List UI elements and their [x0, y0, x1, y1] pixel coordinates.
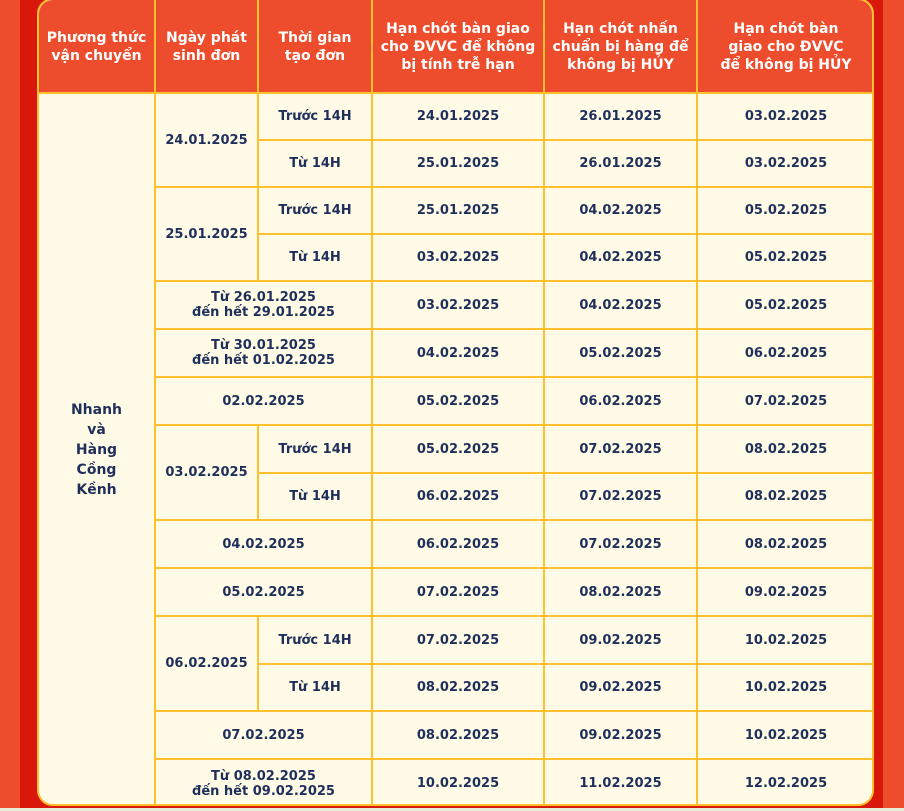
cancel-deadline-cell: 05.02.2025 — [696, 186, 872, 235]
prepare-deadline-cell: 06.02.2025 — [543, 376, 698, 426]
cancel-deadline-cell: 09.02.2025 — [696, 567, 872, 617]
cancel-deadline-cell: 08.02.2025 — [696, 519, 872, 569]
prepare-deadline-cell: 11.02.2025 — [543, 758, 698, 804]
table-row: Từ 26.01.2025 đến hết 29.01.2025 03.02.20… — [39, 280, 872, 330]
order-date-range-cell: Từ 30.01.2025 đến hết 01.02.2025 — [154, 328, 373, 378]
cancel-deadline-cell: 05.02.2025 — [696, 280, 872, 330]
header-late-deadline: Hạn chót bàn giao cho ĐVVC để không bị tín… — [371, 0, 545, 94]
late-deadline-cell: 07.02.2025 — [371, 615, 545, 665]
prepare-deadline-cell: 04.02.2025 — [543, 186, 698, 235]
order-date-range-cell: Từ 08.02.2025 đến hết 09.02.2025 — [154, 758, 373, 804]
late-deadline-cell: 07.02.2025 — [371, 567, 545, 617]
late-deadline-cell: 08.02.2025 — [371, 710, 545, 760]
shipping-deadline-table-container: Phương thức vận chuyển Ngày phát sinh đơn … — [37, 0, 874, 806]
table-row: Nhanh và Hàng Cồng Kềnh 24.01.2025 Trước 14H… — [39, 92, 872, 804]
late-deadline-cell: 04.02.2025 — [371, 328, 545, 378]
header-order-date: Ngày phát sinh đơn — [154, 0, 259, 94]
prepare-deadline-cell: 04.02.2025 — [543, 280, 698, 330]
table-row: 05.02.2025 07.02.2025 08.02.2025 09.02.2… — [39, 567, 872, 617]
table-row: 02.02.2025 05.02.2025 06.02.2025 07.02.2… — [39, 376, 872, 426]
order-time-cell: Trước 14H — [257, 186, 373, 235]
late-deadline-cell: 24.01.2025 — [371, 92, 545, 141]
prepare-deadline-cell: 09.02.2025 — [543, 710, 698, 760]
table-row: 25.01.2025 Trước 14H 25.01.2025 04.02.20… — [39, 186, 872, 282]
shipping-method-cell: Nhanh và Hàng Cồng Kềnh — [39, 92, 156, 804]
cancel-deadline-cell: 05.02.2025 — [696, 233, 872, 282]
prepare-deadline-cell: 09.02.2025 — [543, 615, 698, 665]
order-time-cell: Trước 14H — [257, 92, 373, 141]
late-deadline-cell: 25.01.2025 — [371, 186, 545, 235]
prepare-deadline-cell: 08.02.2025 — [543, 567, 698, 617]
table-row: Từ 08.02.2025 đến hết 09.02.2025 10.02.20… — [39, 758, 872, 804]
table-row: 03.02.2025 Trước 14H 05.02.2025 07.02.20… — [39, 424, 872, 521]
table-row: Từ 14H 08.02.2025 09.02.2025 10.02.2025 — [39, 663, 872, 712]
late-deadline-cell: 03.02.2025 — [371, 233, 545, 282]
late-deadline-cell: 06.02.2025 — [371, 472, 545, 521]
order-time-cell: Từ 14H — [257, 233, 373, 282]
late-deadline-cell: 10.02.2025 — [371, 758, 545, 804]
header-prepare-deadline: Hạn chót nhấn chuẩn bị hàng để không bị HỦ… — [543, 0, 698, 94]
table-row: 07.02.2025 08.02.2025 09.02.2025 10.02.2… — [39, 710, 872, 760]
prepare-deadline-cell: 07.02.2025 — [543, 424, 698, 474]
table-row: Từ 14H 25.01.2025 26.01.2025 03.02.2025 — [39, 139, 872, 188]
cancel-deadline-cell: 03.02.2025 — [696, 92, 872, 141]
late-deadline-cell: 08.02.2025 — [371, 663, 545, 712]
prepare-deadline-cell: 26.01.2025 — [543, 92, 698, 141]
cancel-deadline-cell: 06.02.2025 — [696, 328, 872, 378]
order-time-cell: Từ 14H — [257, 139, 373, 188]
prepare-deadline-cell: 05.02.2025 — [543, 328, 698, 378]
cancel-deadline-cell: 03.02.2025 — [696, 139, 872, 188]
cancel-deadline-cell: 08.02.2025 — [696, 472, 872, 521]
late-deadline-cell: 03.02.2025 — [371, 280, 545, 330]
order-date-cell: 25.01.2025 — [154, 186, 259, 282]
table-row: Từ 14H 06.02.2025 07.02.2025 08.02.2025 — [39, 472, 872, 521]
late-deadline-cell: 06.02.2025 — [371, 519, 545, 569]
header-cancel-deadline: Hạn chót bàn giao cho ĐVVC để không bị HỦY — [696, 0, 872, 94]
order-date-range-cell: Từ 26.01.2025 đến hết 29.01.2025 — [154, 280, 373, 330]
prepare-deadline-cell: 09.02.2025 — [543, 663, 698, 712]
cancel-deadline-cell: 10.02.2025 — [696, 663, 872, 712]
header-shipping-method: Phương thức vận chuyển — [39, 0, 156, 94]
table-row: Từ 14H 03.02.2025 04.02.2025 05.02.2025 — [39, 233, 872, 282]
late-deadline-cell: 05.02.2025 — [371, 376, 545, 426]
order-date-cell: 03.02.2025 — [154, 424, 259, 521]
order-date-cell: 05.02.2025 — [154, 567, 373, 617]
cancel-deadline-cell: 08.02.2025 — [696, 424, 872, 474]
order-time-cell: Trước 14H — [257, 424, 373, 474]
order-time-cell: Từ 14H — [257, 663, 373, 712]
prepare-deadline-cell: 04.02.2025 — [543, 233, 698, 282]
order-time-cell: Trước 14H — [257, 615, 373, 665]
header-order-time: Thời gian tạo đơn — [257, 0, 373, 94]
cancel-deadline-cell: 12.02.2025 — [696, 758, 872, 804]
shipping-deadline-table: Phương thức vận chuyển Ngày phát sinh đơn … — [39, 0, 872, 804]
cancel-deadline-cell: 10.02.2025 — [696, 710, 872, 760]
cancel-deadline-cell: 10.02.2025 — [696, 615, 872, 665]
late-deadline-cell: 05.02.2025 — [371, 424, 545, 474]
table-row: Từ 30.01.2025 đến hết 01.02.2025 04.02.20… — [39, 328, 872, 378]
prepare-deadline-cell: 26.01.2025 — [543, 139, 698, 188]
order-date-cell: 06.02.2025 — [154, 615, 259, 712]
late-deadline-cell: 25.01.2025 — [371, 139, 545, 188]
cancel-deadline-cell: 07.02.2025 — [696, 376, 872, 426]
table-row: 04.02.2025 06.02.2025 07.02.2025 08.02.2… — [39, 519, 872, 569]
bottom-strip — [0, 808, 904, 811]
order-date-cell: 24.01.2025 — [154, 92, 259, 188]
order-date-cell: 04.02.2025 — [154, 519, 373, 569]
prepare-deadline-cell: 07.02.2025 — [543, 519, 698, 569]
table-row: 06.02.2025 Trước 14H 07.02.2025 09.02.20… — [39, 615, 872, 712]
order-time-cell: Từ 14H — [257, 472, 373, 521]
order-date-cell: 02.02.2025 — [154, 376, 373, 426]
prepare-deadline-cell: 07.02.2025 — [543, 472, 698, 521]
order-date-cell: 07.02.2025 — [154, 710, 373, 760]
